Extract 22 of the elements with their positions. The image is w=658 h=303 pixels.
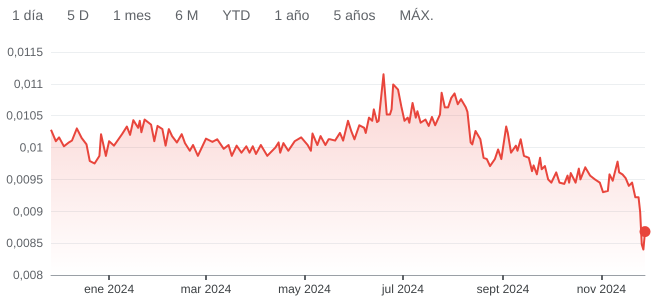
text: 1 año xyxy=(273,7,310,23)
y-tick-label: 0,011 xyxy=(14,76,44,91)
y-tick-label: 0,01 xyxy=(20,140,44,155)
x-tick-label: ene 2024 xyxy=(84,282,134,296)
text: 1 día xyxy=(11,7,44,23)
text: YTD xyxy=(221,7,252,23)
x-tick-label: jul 2024 xyxy=(380,282,424,296)
x-tick-label: may 2024 xyxy=(278,282,332,296)
y-tick-label: 0,0095 xyxy=(6,172,44,186)
y-tick-label: 0,009 xyxy=(12,204,44,218)
text: 5 D xyxy=(66,7,90,23)
x-tick-label: mar 2024 xyxy=(180,282,232,296)
text: 6 M xyxy=(174,7,200,23)
text: 1 mes xyxy=(112,7,152,23)
y-tick-label: 0,0085 xyxy=(6,236,44,250)
text: MÁX. xyxy=(398,7,435,23)
y-tick-label: 0,0115 xyxy=(7,45,44,59)
text: 5 años xyxy=(332,7,376,23)
x-tick-label: sept 2024 xyxy=(476,282,530,296)
y-tick-label: 0,0105 xyxy=(6,108,44,123)
y-tick-label: 0,008 xyxy=(12,268,44,282)
x-tick-label: nov 2024 xyxy=(576,282,626,296)
